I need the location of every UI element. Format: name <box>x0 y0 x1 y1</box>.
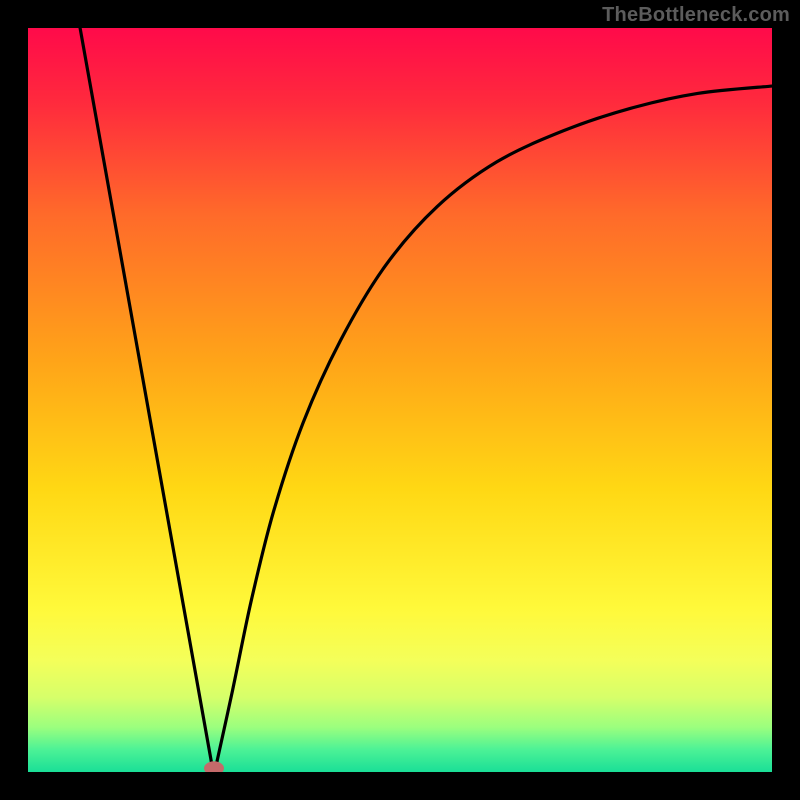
plot-svg <box>28 28 772 772</box>
watermark-text: TheBottleneck.com <box>602 4 790 27</box>
plot-area <box>28 28 772 772</box>
gradient-background <box>28 28 772 772</box>
chart-frame: TheBottleneck.com <box>0 0 800 800</box>
